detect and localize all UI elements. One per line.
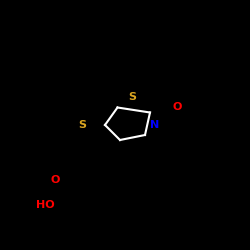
Text: O: O [50, 175, 60, 185]
Text: N: N [150, 120, 160, 130]
Text: O: O [173, 102, 182, 113]
Text: S: S [78, 120, 86, 130]
Text: S: S [128, 92, 136, 102]
Text: HO: HO [36, 200, 54, 210]
